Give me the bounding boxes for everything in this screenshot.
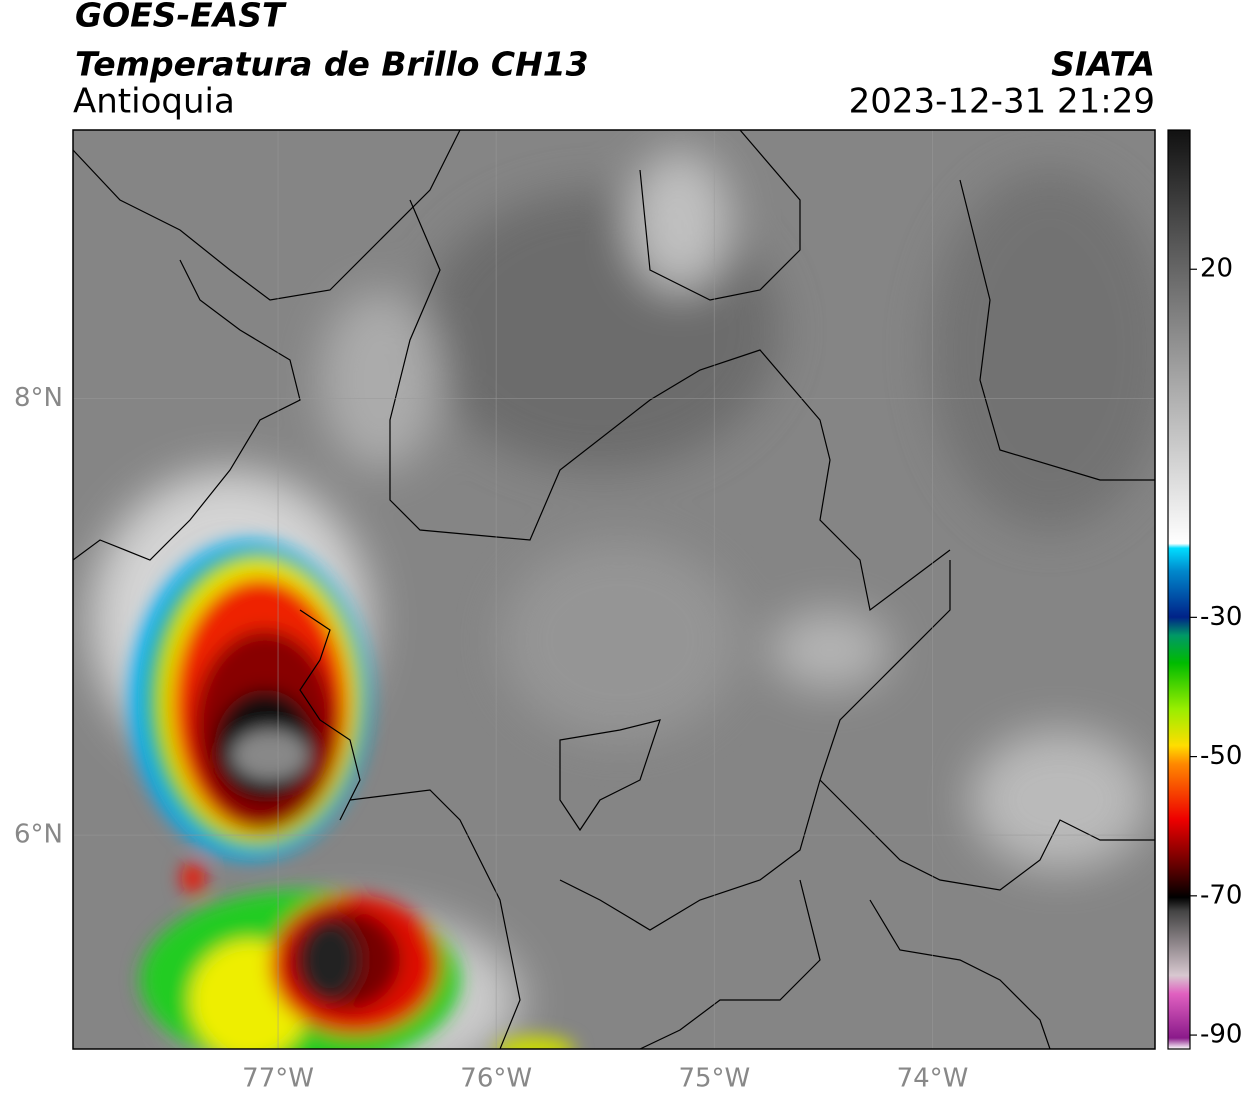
map-frame (72, 129, 1156, 1050)
datetime: 2023-12-31 21:29 (849, 82, 1155, 122)
colorbar-tick-label: -90 (1200, 1020, 1242, 1050)
colorbar-tick-label: 20 (1200, 254, 1233, 284)
colorbar (1167, 129, 1191, 1050)
y-tick-label: 8°N (14, 383, 63, 413)
x-tick-label: 74°W (897, 1064, 969, 1094)
subtitle: Temperatura de Brillo CH13 (75, 45, 589, 84)
x-tick-label: 76°W (460, 1064, 532, 1094)
y-tick-label: 6°N (14, 820, 63, 850)
x-tick-label: 75°W (678, 1064, 750, 1094)
title: GOES-EAST (75, 0, 287, 35)
satellite-image (73, 130, 1155, 1049)
region: Antioquia (73, 82, 235, 122)
x-tick-label: 77°W (242, 1064, 314, 1094)
grid (73, 130, 1155, 1049)
source: SIATA (1051, 45, 1155, 84)
colorbar-tick-label: -50 (1200, 741, 1242, 771)
colorbar-tick-label: -30 (1200, 602, 1242, 632)
colorbar-tick-label: -70 (1200, 880, 1242, 910)
borders (73, 130, 1155, 1049)
